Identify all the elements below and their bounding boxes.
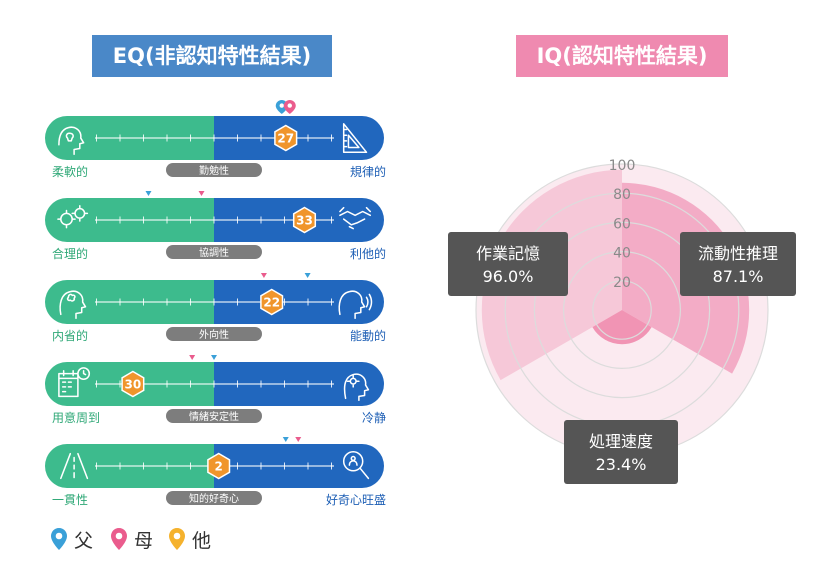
category-name: 流動性推理 bbox=[698, 244, 778, 263]
trait-label: 協調性 bbox=[199, 246, 229, 259]
trait-pill bbox=[166, 163, 262, 177]
right-label: 好奇心旺盛 bbox=[326, 492, 386, 507]
category-value: 87.1% bbox=[713, 267, 764, 286]
grid-circle bbox=[533, 221, 711, 399]
trait-pill bbox=[166, 327, 262, 341]
category-label-box: 流動性推理 87.1% bbox=[680, 232, 796, 296]
parent-marker bbox=[295, 437, 302, 442]
left-label: 合理的 bbox=[52, 246, 88, 261]
score-hexagon bbox=[207, 452, 231, 480]
category-value: 23.4% bbox=[596, 455, 647, 474]
tick-label: 60 bbox=[613, 216, 631, 232]
category-label-box: 処理速度 23.4% bbox=[564, 420, 678, 484]
category-value: 96.0% bbox=[483, 267, 534, 286]
label-box-bg bbox=[448, 232, 568, 296]
legend-label: 母 bbox=[134, 529, 154, 552]
legend-item-father: 父 bbox=[50, 526, 93, 552]
location-pin-icon bbox=[169, 528, 185, 550]
location-pin-icon bbox=[51, 528, 67, 550]
score-value: 27 bbox=[277, 132, 294, 146]
tick-label: 100 bbox=[609, 158, 636, 174]
eq-row: 27 勤勉性 柔軟的 規律的 bbox=[45, 100, 386, 179]
legend-item-other: 他 bbox=[168, 526, 211, 552]
right-label: 冷静 bbox=[362, 411, 386, 425]
eq-row: 30 情緒安定性 用意周到 冷静 bbox=[45, 355, 386, 425]
parent-marker bbox=[260, 273, 267, 278]
eq-row: 33 協調性 合理的 利他的 bbox=[45, 191, 386, 261]
parent-marker bbox=[198, 191, 205, 196]
head-speaking-icon bbox=[338, 290, 373, 319]
trait-pill bbox=[166, 409, 262, 423]
location-pin-icon bbox=[283, 100, 296, 114]
score-hexagon bbox=[260, 288, 284, 316]
score-hexagon bbox=[292, 206, 317, 234]
trait-label: 情緒安定性 bbox=[189, 410, 239, 423]
score-value: 2 bbox=[215, 460, 223, 474]
tick-label: 40 bbox=[613, 246, 631, 262]
category-name: 処理速度 bbox=[589, 432, 653, 451]
legend-item-mother: 母 bbox=[110, 526, 153, 552]
tick-label: 80 bbox=[613, 187, 631, 203]
eq-row: 22 外向性 内省的 能動的 bbox=[45, 273, 386, 343]
parent-marker bbox=[189, 355, 196, 360]
handshake-icon bbox=[339, 206, 372, 230]
eq-title: EQ(非認知特性結果) bbox=[92, 35, 332, 77]
grid-circle bbox=[592, 280, 652, 340]
label-box-bg bbox=[564, 420, 678, 484]
left-label: 内省的 bbox=[52, 328, 88, 343]
head-lightbulb-icon bbox=[58, 126, 85, 155]
score-value: 30 bbox=[125, 378, 142, 392]
iq-title: IQ(認知特性結果) bbox=[516, 35, 728, 77]
left-label: 一貫性 bbox=[52, 493, 88, 507]
tick-label: 20 bbox=[613, 275, 631, 291]
score-hexagon bbox=[274, 124, 298, 152]
legend-label: 他 bbox=[192, 529, 212, 552]
category-name: 作業記憶 bbox=[476, 244, 540, 263]
label-box-bg bbox=[680, 232, 796, 296]
trait-pill bbox=[166, 491, 262, 505]
head-thinking-icon bbox=[59, 290, 87, 319]
gears-icon bbox=[57, 205, 89, 229]
score-value: 33 bbox=[296, 214, 313, 228]
category-label-box: 作業記憶 96.0% bbox=[448, 232, 568, 296]
trait-label: 外向性 bbox=[199, 328, 229, 341]
left-label: 柔軟的 bbox=[52, 164, 88, 179]
score-value: 22 bbox=[263, 296, 280, 310]
grid-circle bbox=[562, 251, 681, 370]
right-label: 規律的 bbox=[350, 164, 386, 179]
triangle-ruler-icon bbox=[342, 123, 368, 154]
trait-label: 勤勉性 bbox=[199, 164, 229, 177]
trait-pill bbox=[166, 245, 262, 259]
right-label: 利他的 bbox=[350, 246, 386, 261]
score-hexagon bbox=[121, 370, 145, 398]
trait-label: 知的好奇心 bbox=[189, 492, 239, 505]
calendar-clock-icon bbox=[58, 367, 91, 398]
legend-label: 父 bbox=[74, 529, 94, 552]
left-label: 用意周到 bbox=[52, 410, 100, 425]
location-pin-icon bbox=[111, 528, 127, 550]
right-label: 能動的 bbox=[350, 328, 386, 343]
parent-marker bbox=[211, 355, 217, 360]
head-flower-icon bbox=[343, 373, 370, 401]
magnifier-person-icon bbox=[342, 451, 370, 480]
road-icon bbox=[60, 452, 89, 480]
parent-marker bbox=[145, 191, 152, 196]
parent-marker bbox=[304, 273, 311, 278]
parent-marker bbox=[282, 437, 289, 442]
eq-row: 2 知的好奇心 一貫性 好奇心旺盛 bbox=[45, 437, 386, 507]
